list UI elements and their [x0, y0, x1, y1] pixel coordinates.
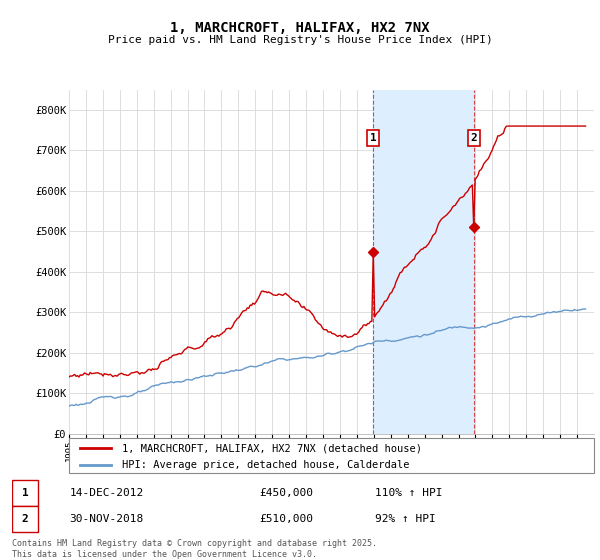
Text: 2: 2	[22, 514, 28, 524]
Text: 1, MARCHCROFT, HALIFAX, HX2 7NX: 1, MARCHCROFT, HALIFAX, HX2 7NX	[170, 21, 430, 35]
Text: 92% ↑ HPI: 92% ↑ HPI	[375, 514, 436, 524]
Text: Price paid vs. HM Land Registry's House Price Index (HPI): Price paid vs. HM Land Registry's House …	[107, 35, 493, 45]
Text: 1: 1	[370, 133, 377, 143]
Text: 2: 2	[471, 133, 478, 143]
Text: 1: 1	[22, 488, 28, 498]
Bar	[12, 506, 38, 532]
Text: £450,000: £450,000	[260, 488, 314, 498]
Text: £510,000: £510,000	[260, 514, 314, 524]
Text: 14-DEC-2012: 14-DEC-2012	[70, 488, 144, 498]
Bar	[12, 480, 38, 506]
Text: 1, MARCHCROFT, HALIFAX, HX2 7NX (detached house): 1, MARCHCROFT, HALIFAX, HX2 7NX (detache…	[121, 443, 421, 453]
Text: 110% ↑ HPI: 110% ↑ HPI	[375, 488, 442, 498]
Text: HPI: Average price, detached house, Calderdale: HPI: Average price, detached house, Cald…	[121, 460, 409, 469]
Text: 30-NOV-2018: 30-NOV-2018	[70, 514, 144, 524]
Text: Contains HM Land Registry data © Crown copyright and database right 2025.
This d: Contains HM Land Registry data © Crown c…	[12, 539, 377, 559]
Bar	[373, 90, 474, 434]
